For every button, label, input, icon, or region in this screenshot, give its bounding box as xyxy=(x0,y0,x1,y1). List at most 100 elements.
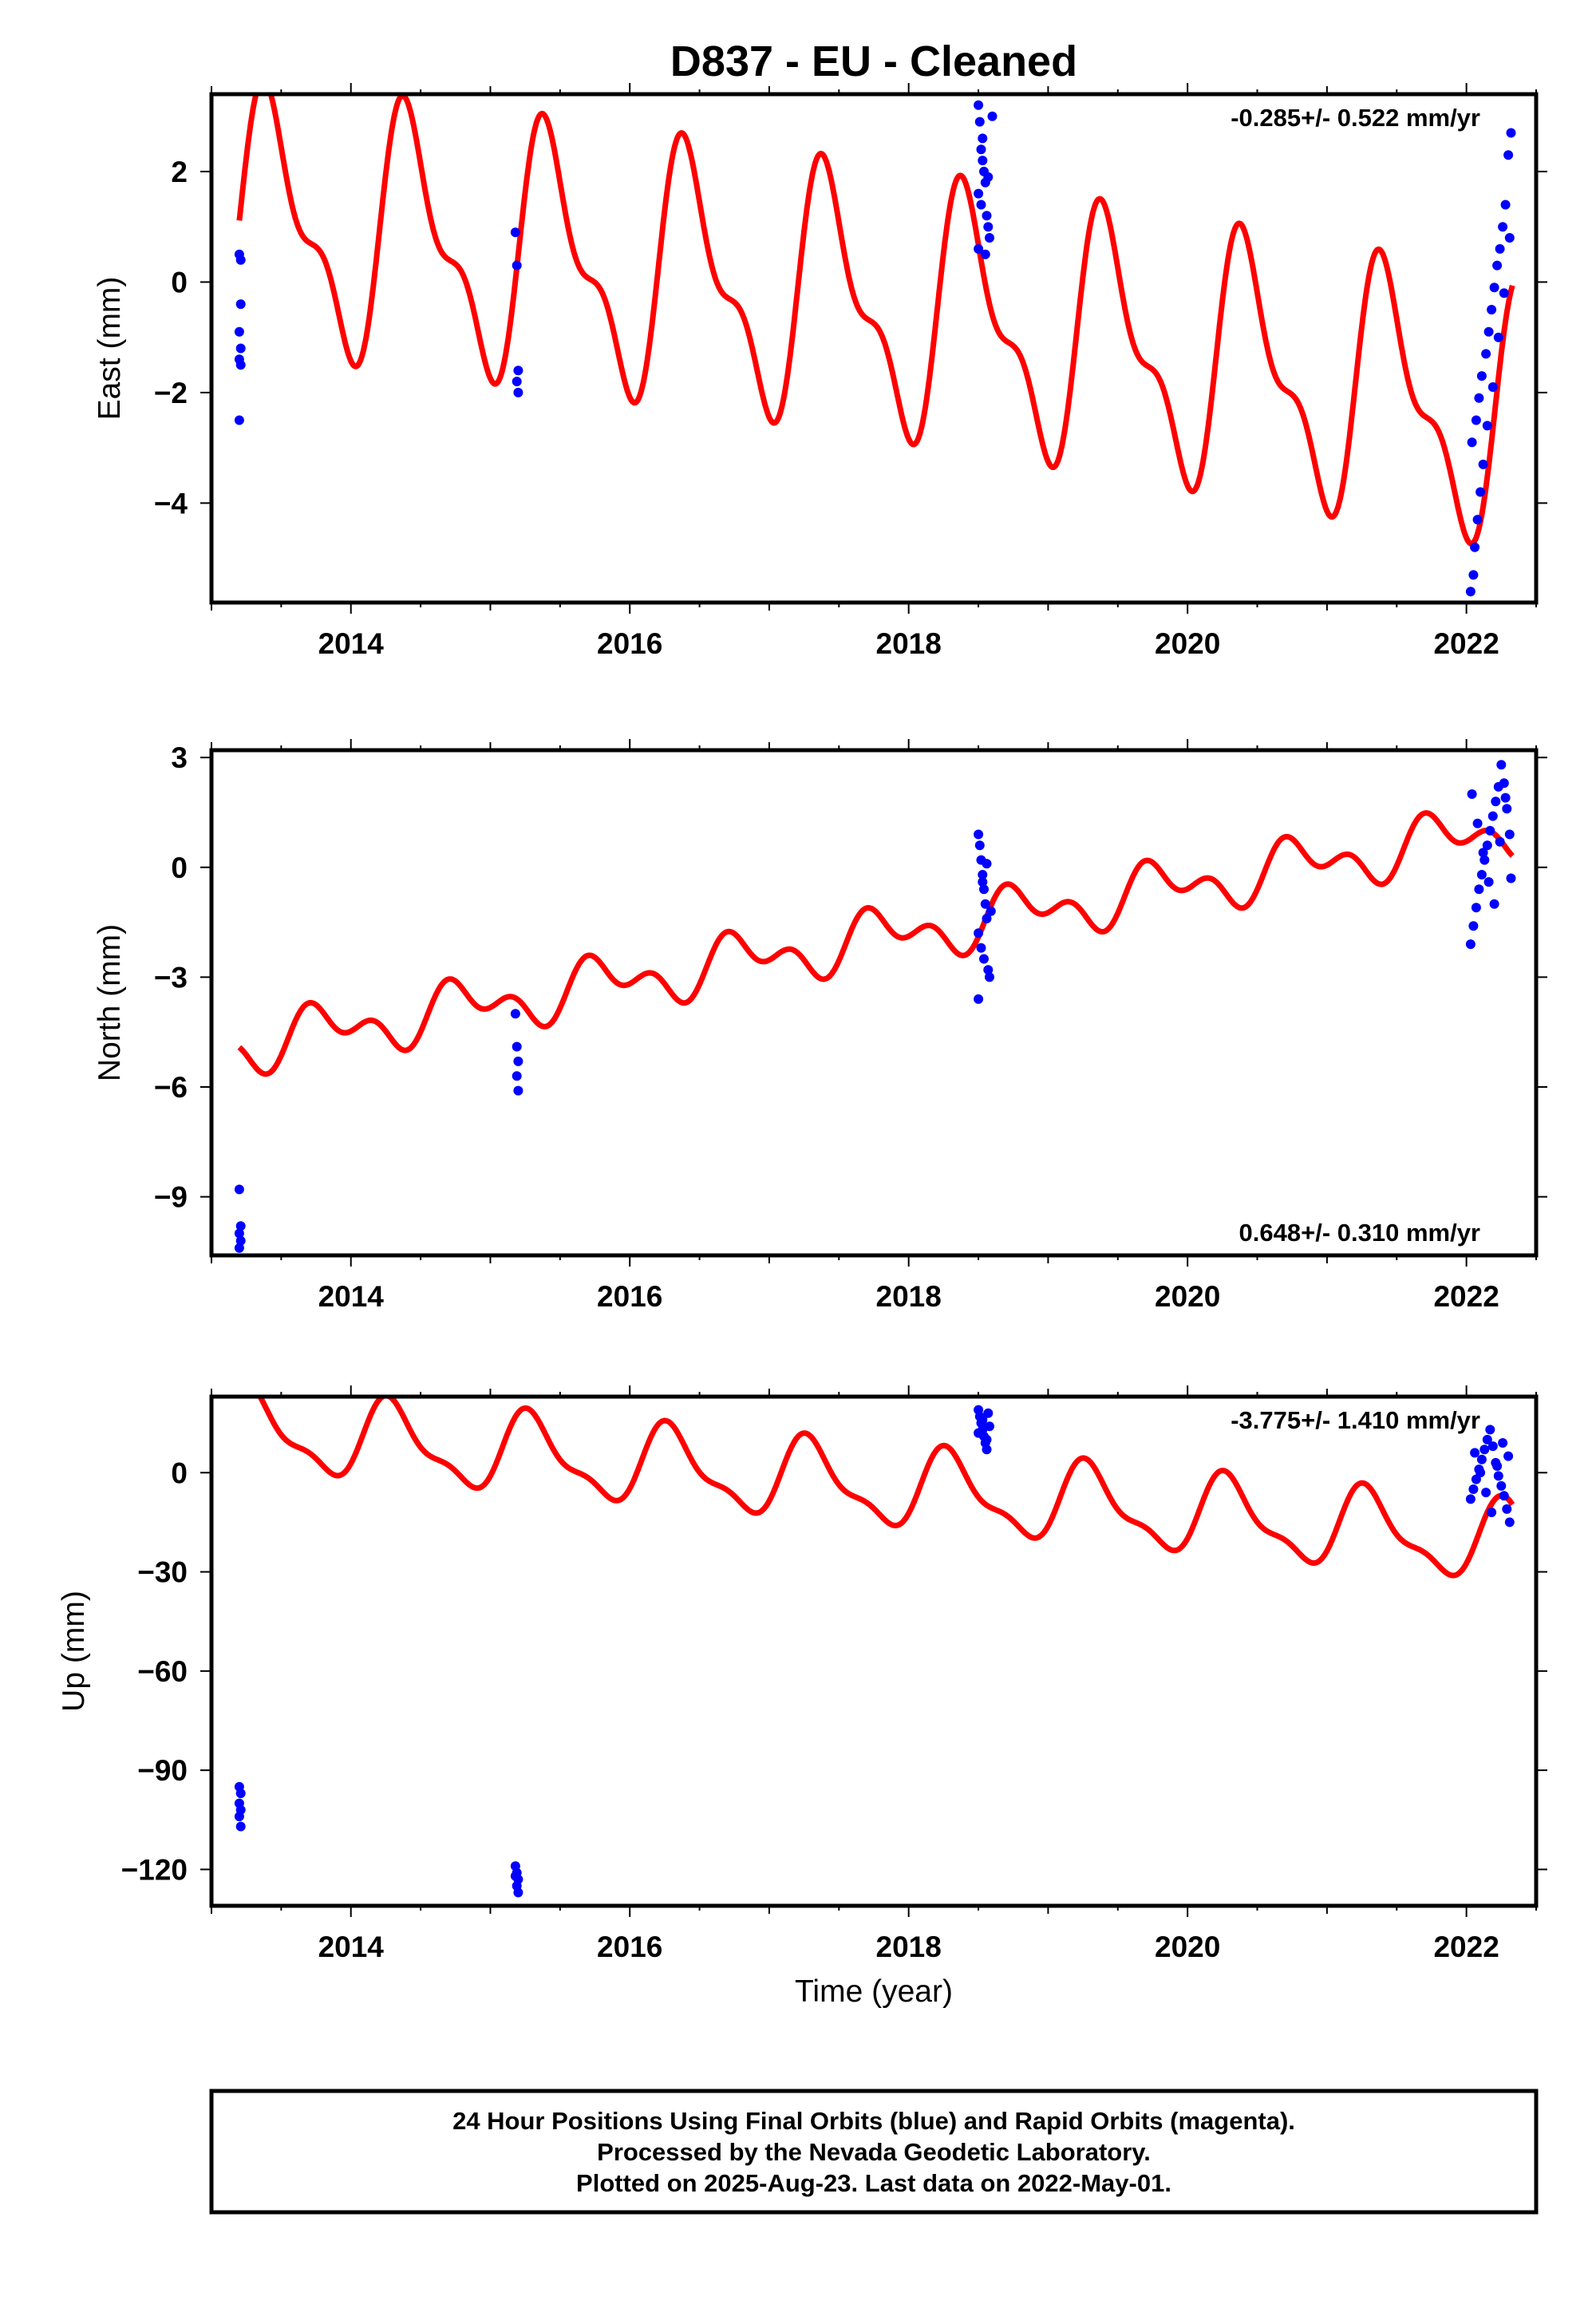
east-data-point xyxy=(978,133,988,144)
east-plot-area xyxy=(234,94,1516,597)
north-data-point xyxy=(513,1085,523,1096)
up-data-point xyxy=(513,1887,523,1898)
east-data-point xyxy=(1487,382,1498,392)
east-data-point xyxy=(974,188,984,199)
north-data-point xyxy=(979,884,989,895)
up-data-point xyxy=(983,1408,994,1418)
north-xtick-label: 2018 xyxy=(876,1280,942,1313)
footer-line-1: 24 Hour Positions Using Final Orbits (bl… xyxy=(452,2107,1295,2135)
up-data-point xyxy=(982,1445,992,1455)
up-ylabel: Up (mm) xyxy=(57,1591,91,1712)
north-data-point xyxy=(1467,789,1477,799)
east-data-point xyxy=(1489,283,1499,293)
east-data-point xyxy=(1481,349,1491,359)
north-data-point xyxy=(1500,792,1511,803)
east-data-point xyxy=(987,111,998,121)
up-data-point xyxy=(235,1788,246,1799)
north-data-point xyxy=(980,899,990,909)
north-data-point xyxy=(978,870,988,879)
up-data-point xyxy=(974,1428,984,1438)
east-data-point xyxy=(976,144,986,155)
north-data-point xyxy=(234,1228,244,1239)
north-data-point xyxy=(1474,884,1484,895)
north-data-point xyxy=(1482,840,1492,851)
up-model-curve xyxy=(256,1397,1515,1579)
east-data-point xyxy=(1487,305,1497,314)
east-data-point xyxy=(976,200,986,210)
up-data-point xyxy=(1465,1494,1476,1504)
east-data-point xyxy=(512,377,522,386)
east-data-point xyxy=(980,249,990,259)
east-data-point xyxy=(1471,415,1481,425)
east-frame xyxy=(209,92,1539,605)
up-data-point xyxy=(1485,1425,1495,1435)
panels: 2014 2016 2018 2020 2022 −4 −2 0 2 East (mm) -0.28… xyxy=(57,83,1547,2009)
east-data-point xyxy=(1503,150,1514,160)
figure-title: D837 - EU - Cleaned xyxy=(670,38,1077,85)
north-data-point xyxy=(1502,804,1512,814)
north-ytick-label: −6 xyxy=(154,1071,188,1104)
north-xtick-label: 2022 xyxy=(1433,1280,1499,1313)
north-data-point xyxy=(1476,870,1487,879)
east-data-point xyxy=(1478,459,1488,469)
east-data-point xyxy=(1499,288,1509,298)
east-xtick-label: 2018 xyxy=(876,627,942,660)
east-data-point xyxy=(985,233,994,243)
east-data-point xyxy=(1506,128,1516,138)
north-data-point xyxy=(1496,760,1507,770)
east-model-curve xyxy=(236,94,1515,547)
north-data-point xyxy=(974,840,985,851)
east-data-point xyxy=(235,343,246,354)
up-data-point xyxy=(1492,1461,1503,1471)
up-data-point xyxy=(1487,1508,1497,1517)
north-panel: 2014 2016 2018 2020 2022 −9 −6 −3 0 3 North (mm) 0.… xyxy=(93,739,1547,1313)
north-data-point xyxy=(1489,899,1499,909)
north-xtick-label: 2020 xyxy=(1155,1280,1220,1313)
east-data-point xyxy=(1483,326,1494,337)
north-plot-area xyxy=(234,760,1516,1253)
up-xtick-label: 2020 xyxy=(1155,1931,1220,1963)
up-data-point xyxy=(985,1421,994,1432)
up-ytick-label: −30 xyxy=(137,1556,188,1589)
east-data-point xyxy=(1495,243,1505,254)
east-data-point xyxy=(1476,371,1487,381)
up-xlabel: Time (year) xyxy=(795,1974,953,2009)
north-data-point xyxy=(1487,811,1498,821)
footer-line-3: Plotted on 2025-Aug-23. Last data on 202… xyxy=(576,2169,1171,2197)
north-ytick-label: 3 xyxy=(171,741,188,774)
north-ytick-label: −9 xyxy=(154,1181,188,1214)
up-data-point xyxy=(1487,1441,1498,1452)
up-panel: 2014 2016 2018 2020 2022 −120 −90 −60 −30 0 Up (mm… xyxy=(57,1385,1547,2009)
north-data-point xyxy=(1471,903,1481,913)
north-data-point xyxy=(1485,825,1495,836)
north-model-curve xyxy=(237,810,1515,1077)
up-xtick-label: 2016 xyxy=(597,1931,662,1963)
north-data-point xyxy=(974,994,984,1004)
footer-line-2: Processed by the Nevada Geodetic Laborat… xyxy=(597,2138,1151,2166)
north-data-point xyxy=(974,928,984,939)
north-data-point xyxy=(1495,836,1505,847)
north-data-point xyxy=(1504,829,1515,840)
north-rate-label: 0.648+/- 0.310 mm/yr xyxy=(1239,1219,1480,1247)
east-data-point xyxy=(974,243,984,254)
footer-box: 24 Hour Positions Using Final Orbits (bl… xyxy=(209,2089,1539,2215)
north-ylabel: North (mm) xyxy=(93,924,127,1081)
north-data-point xyxy=(982,859,992,869)
up-data-point xyxy=(982,1434,992,1445)
east-ytick-label: −4 xyxy=(154,487,188,520)
east-data-point xyxy=(1498,222,1508,232)
north-data-point xyxy=(512,1041,522,1052)
up-data-point xyxy=(1499,1491,1509,1501)
north-data-point xyxy=(1468,921,1479,931)
east-data-point xyxy=(1468,570,1479,580)
east-data-point xyxy=(1474,393,1484,403)
east-xtick-label: 2022 xyxy=(1433,627,1499,660)
east-panel: 2014 2016 2018 2020 2022 −4 −2 0 2 East (mm) -0.28… xyxy=(93,83,1547,660)
up-data-point xyxy=(1503,1451,1514,1461)
up-plot-area xyxy=(234,1397,1515,1898)
north-data-point xyxy=(510,1009,520,1019)
north-data-point xyxy=(1483,877,1494,887)
up-data-point xyxy=(1493,1471,1503,1481)
up-xtick-label: 2014 xyxy=(318,1931,385,1963)
up-data-point xyxy=(1502,1504,1512,1514)
